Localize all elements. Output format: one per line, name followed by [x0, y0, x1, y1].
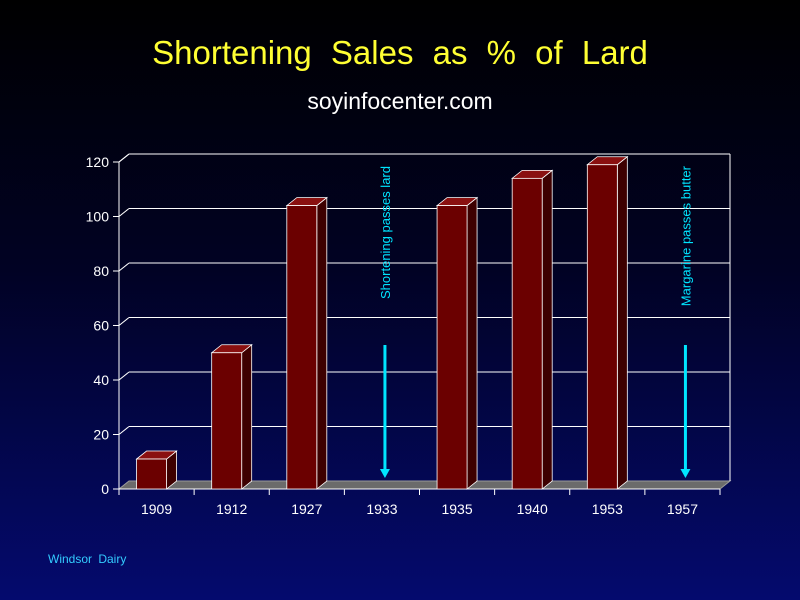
y-tick-label: 60 — [93, 318, 109, 334]
annotation-arrow-head — [680, 469, 691, 478]
gridline-depth — [118, 262, 130, 272]
y-tick-label: 100 — [86, 209, 110, 225]
y-tick-label: 20 — [93, 427, 109, 443]
bar-front — [586, 164, 618, 490]
chart-subtitle: soyinfocenter.com — [307, 88, 493, 114]
y-tick-label: 120 — [86, 154, 110, 170]
gridline-depth — [118, 317, 130, 326]
bar-front — [436, 205, 468, 490]
bar-1909 — [135, 450, 178, 490]
y-tick-label: 40 — [93, 372, 109, 388]
y-tick-label: 80 — [93, 263, 109, 279]
bars-layer — [135, 155, 629, 490]
x-tick-label: 1933 — [366, 501, 397, 517]
bar-side — [466, 196, 478, 490]
gridline-depth — [118, 371, 130, 381]
annotation-text: Shortening passes lard — [378, 166, 393, 299]
x-tick-label: 1953 — [592, 501, 623, 517]
gridline-depth — [118, 208, 130, 217]
x-tick-label: 1957 — [667, 501, 698, 517]
bar-front — [286, 205, 318, 490]
plot-floor — [117, 480, 732, 490]
annotation-1957: Margarine passes butter — [678, 165, 693, 478]
bar-front — [211, 352, 243, 490]
gridline-depth — [118, 426, 130, 435]
bar-1935 — [435, 196, 479, 490]
bar-1953 — [586, 155, 629, 490]
bar-front — [136, 458, 167, 490]
bar-front — [511, 177, 543, 490]
grid-layer — [113, 153, 732, 495]
bar-side — [541, 169, 553, 490]
chart-title: Shortening Sales as % of Lard — [152, 34, 648, 71]
x-tick-label: 1940 — [517, 501, 548, 517]
annotation-1933: Shortening passes lard — [378, 166, 393, 478]
bar-1927 — [285, 196, 328, 490]
labels-layer: 0 20 40 60 80 100 120 1909 1912 1927 1933 1935 1940 1… — [86, 154, 699, 517]
bar-side — [316, 196, 328, 490]
bar-1912 — [210, 343, 253, 490]
annotation-text: Margarine passes butter — [678, 165, 693, 306]
bar-side — [616, 155, 628, 490]
x-tick-label: 1909 — [141, 501, 172, 517]
gridline-depth — [118, 153, 130, 163]
x-tick-label: 1935 — [441, 501, 472, 517]
annotation-arrow-head — [379, 469, 390, 478]
x-tick-label: 1927 — [291, 501, 322, 517]
x-tick-label: 1912 — [216, 501, 247, 517]
y-tick-label: 0 — [101, 481, 109, 497]
credit-text: Windsor Dairy — [48, 552, 127, 566]
bar-side — [241, 343, 253, 490]
annotation-layer: Shortening passes lard Margarine passes b… — [378, 165, 693, 478]
bar-1940 — [511, 169, 554, 490]
